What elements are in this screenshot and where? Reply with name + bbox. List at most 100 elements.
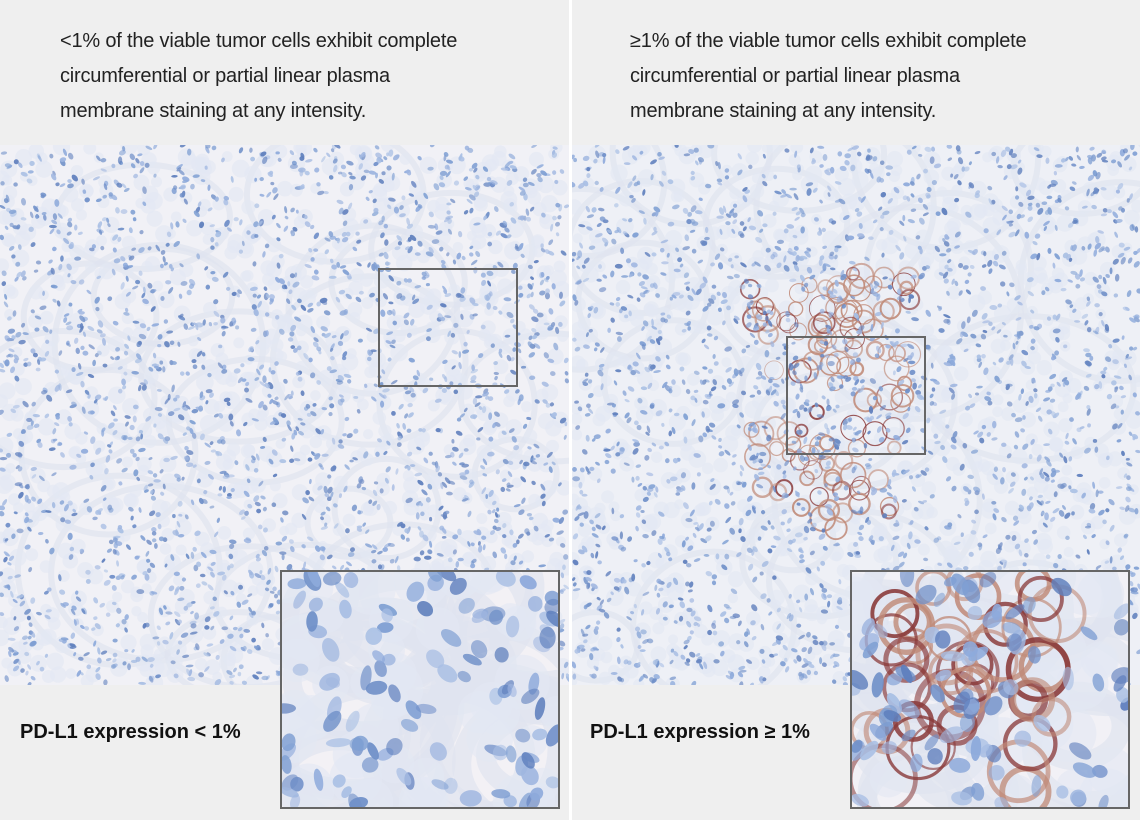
cell-body: [246, 613, 260, 626]
nucleus: [313, 768, 324, 791]
nucleus: [43, 214, 47, 221]
nucleus: [159, 469, 164, 474]
nucleus: [292, 226, 298, 232]
nucleus: [528, 304, 535, 310]
nucleus: [139, 167, 145, 174]
nucleus: [386, 310, 393, 316]
nucleus: [264, 382, 270, 389]
nucleus: [515, 728, 531, 743]
cell-body: [452, 487, 467, 501]
nucleus: [254, 501, 261, 507]
cell-body: [145, 191, 163, 210]
cell-body: [655, 307, 673, 325]
nucleus: [330, 258, 334, 264]
nucleus: [435, 465, 440, 473]
nucleus: [531, 168, 537, 175]
cell-body: [822, 230, 840, 249]
nucleus: [387, 357, 392, 362]
nucleus: [360, 152, 366, 158]
nucleus: [347, 379, 352, 384]
nucleus: [386, 738, 403, 756]
nucleus: [531, 316, 539, 323]
nucleus: [439, 175, 444, 181]
nucleus: [563, 584, 569, 590]
nucleus: [102, 397, 108, 401]
nucleus: [69, 645, 77, 649]
nucleus: [145, 550, 150, 557]
nucleus: [295, 209, 299, 214]
nucleus: [136, 589, 145, 595]
nucleus: [196, 253, 201, 260]
cell-body: [272, 145, 288, 159]
nucleus: [68, 302, 73, 307]
nucleus: [447, 228, 453, 235]
nucleus: [275, 610, 281, 615]
nucleus: [25, 518, 33, 523]
nucleus: [410, 464, 416, 467]
cell-body: [749, 183, 765, 199]
cell-body: [205, 561, 221, 577]
nucleus: [371, 559, 377, 564]
nucleus: [215, 654, 220, 660]
nucleus: [7, 353, 14, 358]
nucleus: [57, 213, 63, 219]
nucleus: [156, 389, 162, 392]
nucleus: [246, 649, 253, 654]
nucleus: [108, 539, 114, 545]
nucleus: [281, 437, 287, 442]
nucleus: [272, 417, 279, 424]
nucleus: [554, 179, 559, 185]
nucleus: [248, 346, 254, 352]
nucleus: [452, 461, 457, 466]
nucleus: [372, 500, 378, 506]
nucleus: [52, 298, 57, 303]
nucleus: [177, 640, 183, 645]
nucleus: [33, 205, 39, 213]
nucleus: [177, 500, 183, 507]
nucleus: [363, 451, 369, 459]
nucleus: [545, 776, 558, 789]
nucleus: [59, 183, 66, 188]
cell-body: [294, 340, 309, 355]
cell-body: [501, 535, 513, 546]
nucleus: [444, 293, 452, 298]
nucleus: [313, 337, 319, 343]
nucleus: [260, 495, 266, 500]
nucleus: [528, 516, 534, 521]
cell-body: [14, 231, 31, 247]
nucleus: [69, 464, 77, 470]
nucleus: [124, 627, 128, 633]
nucleus: [229, 645, 237, 652]
cell-body: [473, 197, 488, 212]
nucleus: [262, 506, 267, 512]
nucleus: [219, 470, 227, 475]
nucleus: [50, 284, 58, 289]
cell-body: [1081, 181, 1099, 199]
nucleus: [0, 181, 5, 186]
cell-body: [203, 590, 217, 605]
nucleus: [490, 180, 498, 185]
nucleus: [333, 145, 341, 149]
nucleus: [230, 175, 234, 183]
nucleus: [439, 246, 444, 252]
nucleus: [477, 541, 481, 546]
nucleus: [258, 524, 263, 530]
nucleus: [518, 243, 524, 251]
nucleus: [93, 616, 98, 620]
nucleus: [464, 145, 470, 151]
nucleus: [715, 553, 720, 560]
nucleus: [435, 230, 443, 235]
nucleus: [167, 411, 175, 417]
cell-body: [202, 233, 214, 245]
cell-body: [674, 535, 688, 548]
nucleus: [210, 237, 215, 243]
nucleus: [407, 465, 411, 471]
nucleus: [373, 207, 379, 214]
nucleus: [87, 373, 95, 378]
nucleus: [229, 420, 234, 427]
cell-body: [28, 145, 45, 159]
cell-body: [746, 656, 760, 670]
nucleus: [229, 543, 235, 550]
nucleus: [437, 472, 443, 477]
nucleus: [480, 324, 486, 330]
